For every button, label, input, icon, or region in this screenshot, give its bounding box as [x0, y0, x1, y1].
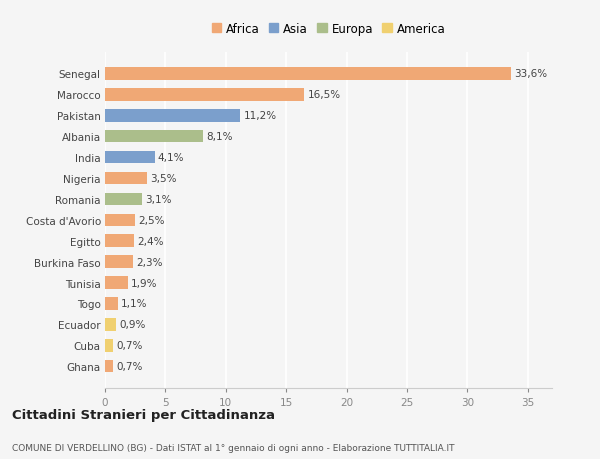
Bar	[105, 277, 128, 289]
Text: Cittadini Stranieri per Cittadinanza: Cittadini Stranieri per Cittadinanza	[12, 408, 275, 421]
Bar	[105, 235, 134, 247]
Text: 8,1%: 8,1%	[206, 132, 232, 142]
Bar	[105, 193, 142, 206]
Text: 3,5%: 3,5%	[151, 174, 177, 184]
Text: 1,9%: 1,9%	[131, 278, 157, 288]
Bar	[105, 89, 304, 101]
Bar	[105, 297, 118, 310]
Text: COMUNE DI VERDELLINO (BG) - Dati ISTAT al 1° gennaio di ogni anno - Elaborazione: COMUNE DI VERDELLINO (BG) - Dati ISTAT a…	[12, 443, 455, 452]
Text: 0,9%: 0,9%	[119, 319, 145, 330]
Bar	[105, 319, 116, 331]
Bar	[105, 110, 241, 122]
Text: 2,3%: 2,3%	[136, 257, 163, 267]
Text: 0,7%: 0,7%	[116, 341, 143, 351]
Bar	[105, 68, 511, 80]
Text: 0,7%: 0,7%	[116, 361, 143, 371]
Bar	[105, 360, 113, 373]
Text: 3,1%: 3,1%	[145, 195, 172, 204]
Text: 1,1%: 1,1%	[121, 299, 148, 309]
Bar	[105, 339, 113, 352]
Text: 2,4%: 2,4%	[137, 236, 164, 246]
Bar	[105, 256, 133, 269]
Text: 4,1%: 4,1%	[158, 153, 184, 163]
Text: 16,5%: 16,5%	[307, 90, 340, 100]
Legend: Africa, Asia, Europa, America: Africa, Asia, Europa, America	[209, 20, 448, 38]
Bar	[105, 172, 147, 185]
Bar	[105, 131, 203, 143]
Bar	[105, 151, 155, 164]
Text: 11,2%: 11,2%	[244, 111, 277, 121]
Text: 33,6%: 33,6%	[514, 69, 547, 79]
Bar	[105, 214, 135, 227]
Text: 2,5%: 2,5%	[138, 215, 165, 225]
